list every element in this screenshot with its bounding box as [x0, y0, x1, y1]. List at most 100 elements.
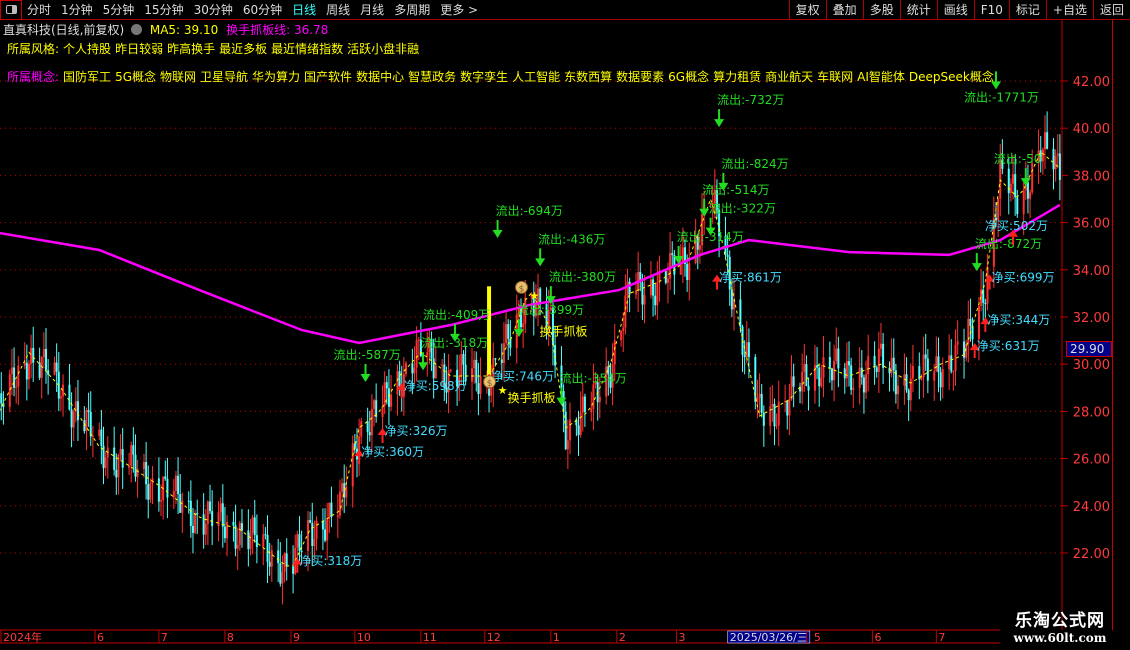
candle-body: [445, 387, 448, 393]
toolbar-button-6[interactable]: 标记: [1008, 0, 1046, 20]
tag[interactable]: 个人持股: [63, 42, 112, 56]
dropdown-icon[interactable]: [131, 24, 143, 35]
tag[interactable]: 卫星导航: [200, 70, 249, 84]
candle-body: [639, 271, 642, 283]
tab-8[interactable]: 月线: [360, 3, 385, 17]
candle-body: [336, 515, 339, 518]
tag[interactable]: 5G概念: [115, 70, 156, 84]
tag[interactable]: 数字孪生: [460, 70, 509, 84]
toolbar-button-2[interactable]: 多股: [862, 0, 900, 20]
tab-2[interactable]: 5分钟: [102, 3, 135, 17]
candle-body: [53, 362, 56, 375]
netbuy-label: 净买:699万: [992, 271, 1055, 285]
right-sidebar[interactable]: [1112, 20, 1130, 630]
tab-1[interactable]: 1分钟: [61, 3, 93, 17]
tag[interactable]: 智慧政务: [408, 70, 457, 84]
candle-body: [266, 534, 269, 562]
candle-body: [253, 517, 256, 536]
candle-body: [754, 356, 757, 402]
candle-body: [500, 359, 503, 364]
tag[interactable]: 车联网: [817, 70, 854, 84]
toolbar-button-0[interactable]: 复权: [788, 0, 826, 20]
tag[interactable]: 昨高换手: [167, 42, 216, 56]
candle-body: [950, 355, 953, 372]
tab-6[interactable]: 日线: [292, 3, 317, 17]
watermark: 乐淘公式网 www.60lt.com: [990, 606, 1130, 645]
toolbar-button-8[interactable]: 返回: [1092, 0, 1130, 20]
tab-5[interactable]: 60分钟: [242, 3, 283, 17]
candle-body: [196, 513, 199, 515]
outflow-arrow-icon: [1020, 178, 1031, 187]
tag[interactable]: 人工智能: [512, 70, 561, 84]
candle-body: [313, 539, 316, 546]
tag[interactable]: 6G概念: [668, 70, 710, 84]
candle-body: [539, 288, 542, 305]
toolbar-button-5[interactable]: F10: [973, 0, 1009, 20]
toolbar-button-3[interactable]: 统计: [899, 0, 937, 20]
tag[interactable]: 昨日较弱: [115, 42, 164, 56]
candle-body: [679, 262, 682, 275]
outflow-label: 流出:-694万: [496, 204, 563, 218]
candle-body: [338, 491, 341, 516]
candle-body: [87, 410, 90, 412]
toolbar-button-4[interactable]: 画线: [936, 0, 974, 20]
netbuy-label: 净买:861万: [719, 271, 782, 285]
indicator-legend: 直真科技(日线,前复权) MA5: 39.10 换手抓板线: 36.78: [3, 21, 328, 38]
candle-body: [879, 343, 882, 349]
candle-body: [726, 254, 729, 257]
tag[interactable]: 国产软件: [304, 70, 353, 84]
candle-body: [888, 367, 891, 374]
candle-body: [1052, 148, 1055, 170]
date-highlight: [727, 630, 811, 644]
candle-body: [179, 494, 182, 513]
panel-toggle-icon[interactable]: [0, 0, 22, 20]
candle-body: [530, 295, 533, 298]
tab-7[interactable]: 周线: [326, 3, 351, 17]
candle-body: [1029, 192, 1032, 199]
candle-body: [136, 468, 139, 477]
candle-body: [255, 535, 258, 548]
outflow-arrow-icon: [545, 296, 556, 305]
tag[interactable]: 商业航天: [765, 70, 814, 84]
candle-body: [55, 362, 58, 372]
tag[interactable]: AI智能体: [857, 70, 905, 84]
candle-body: [326, 518, 329, 541]
toolbar-button-7[interactable]: +自选: [1045, 0, 1093, 20]
candle-body: [296, 534, 299, 548]
outflow-arrow-icon: [360, 374, 371, 382]
tag[interactable]: 最近多板: [219, 42, 268, 56]
candle-body: [828, 357, 831, 369]
candle-body: [443, 364, 446, 388]
tab-10[interactable]: 更多 >: [440, 3, 479, 17]
tab-0[interactable]: 分时: [27, 3, 52, 17]
tag[interactable]: 算力租赁: [713, 70, 762, 84]
tag[interactable]: 东数西算: [564, 70, 613, 84]
candle-body: [38, 362, 41, 378]
candle-body: [590, 409, 593, 412]
candle-body: [769, 406, 772, 426]
candle-body: [1016, 197, 1019, 215]
tag[interactable]: 活跃小盘非融: [347, 42, 420, 56]
tag[interactable]: 物联网: [160, 70, 197, 84]
tab-3[interactable]: 15分钟: [144, 3, 184, 17]
candle-body: [1031, 163, 1034, 193]
tag[interactable]: 数据要素: [616, 70, 665, 84]
candle-body: [709, 204, 712, 206]
candle-body: [694, 236, 697, 264]
tab-4[interactable]: 30分钟: [193, 3, 233, 17]
tag[interactable]: DeepSeek概念: [908, 70, 994, 84]
candle-body: [404, 363, 407, 375]
y-tick-label: 42.00: [1073, 75, 1110, 90]
tag[interactable]: 数据中心: [356, 70, 405, 84]
candle-body: [0, 393, 3, 404]
candle-body: [209, 501, 212, 512]
candle-body: [59, 396, 62, 399]
tag[interactable]: 国防军工: [63, 70, 112, 84]
candle-body: [762, 412, 765, 426]
tab-9[interactable]: 多周期: [394, 3, 431, 17]
tag[interactable]: 最近情绪指数: [271, 42, 344, 56]
candle-body: [1054, 155, 1057, 170]
tag[interactable]: 华为算力: [252, 70, 301, 84]
toolbar-button-1[interactable]: 叠加: [825, 0, 863, 20]
